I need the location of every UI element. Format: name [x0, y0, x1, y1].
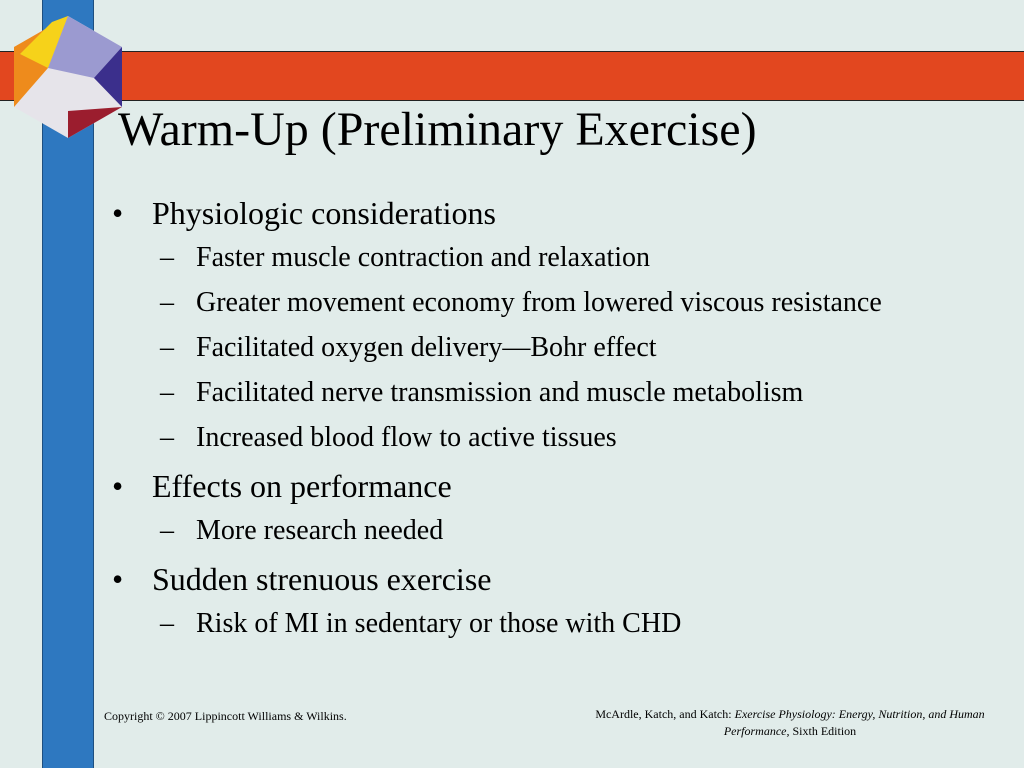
sub-bullet-item: – More research needed — [112, 513, 992, 549]
logo-facet-yellow — [20, 16, 68, 68]
bullet-text: Sudden strenuous exercise — [152, 561, 492, 597]
sub-bullet-marker: – — [160, 287, 174, 318]
sub-bullet-item: – Greater movement economy from lowered … — [112, 285, 992, 321]
sub-bullet-text: Facilitated nerve transmission and muscl… — [196, 377, 804, 408]
sub-bullet-item: – Facilitated oxygen delivery—Bohr effec… — [112, 330, 992, 366]
sub-bullet-marker: – — [160, 377, 174, 408]
sub-bullet-marker: – — [160, 332, 174, 363]
bullet-item: • Effects on performance — [112, 465, 992, 507]
sub-bullet-item: – Faster muscle contraction and relaxati… — [112, 240, 992, 276]
top-accent-band — [0, 51, 1024, 101]
logo-facet-maroon — [68, 107, 122, 138]
cube-logo-icon — [14, 16, 122, 138]
sub-bullet-marker: – — [160, 515, 174, 546]
sub-bullet-text: More research needed — [196, 515, 444, 546]
sub-bullet-text: Faster muscle contraction and relaxation — [196, 242, 651, 273]
sub-bullet-text: Risk of MI in sedentary or those with CH… — [196, 608, 682, 639]
citation-title: Exercise Physiology: Energy, Nutrition, … — [723, 707, 985, 738]
bullet-item: • Physiologic considerations — [112, 192, 992, 234]
sub-bullet-marker: – — [160, 422, 174, 453]
sub-bullet-item: – Facilitated nerve transmission and mus… — [112, 375, 992, 411]
bullet-list: • Physiologic considerations – Faster mu… — [112, 192, 992, 651]
citation: McArdle, Katch, and Katch: Exercise Phys… — [590, 706, 990, 740]
bullet-text: Physiologic considerations — [152, 195, 496, 231]
bullet-marker: • — [112, 561, 124, 597]
bullet-item: • Sudden strenuous exercise — [112, 558, 992, 600]
sub-bullet-marker: – — [160, 608, 174, 639]
bullet-marker: • — [112, 195, 124, 231]
bullet-text: Effects on performance — [152, 468, 452, 504]
sub-bullet-item: – Increased blood flow to active tissues — [112, 420, 992, 456]
logo-facet-indigo — [94, 47, 122, 107]
slide-title: Warm-Up (Preliminary Exercise) — [118, 103, 757, 156]
sub-bullet-text: Facilitated oxygen delivery—Bohr effect — [196, 332, 657, 363]
sub-bullet-text: Increased blood flow to active tissues — [196, 422, 617, 453]
sub-bullet-item: – Risk of MI in sedentary or those with … — [112, 606, 992, 642]
sub-bullet-marker: – — [160, 242, 174, 273]
bullet-marker: • — [112, 468, 124, 504]
copyright-notice: Copyright © 2007 Lippincott Williams & W… — [104, 709, 347, 723]
sub-bullet-text: Greater movement economy from lowered vi… — [196, 287, 882, 318]
citation-edition: Sixth Edition — [789, 724, 857, 738]
citation-authors: McArdle, Katch, and Katch: — [595, 707, 735, 721]
